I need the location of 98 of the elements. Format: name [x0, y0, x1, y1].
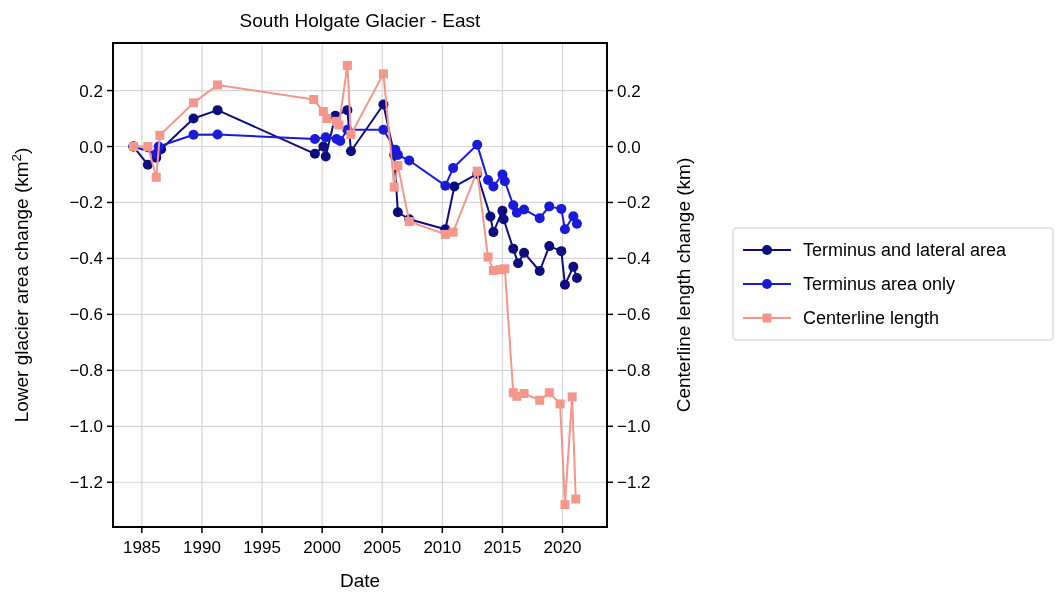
legend-label: Terminus and lateral area	[803, 240, 1008, 260]
point	[189, 98, 199, 108]
point	[500, 264, 510, 274]
point	[512, 391, 522, 401]
y-tick-label: 0.2	[79, 81, 103, 101]
point	[320, 151, 331, 162]
point	[519, 389, 529, 399]
point	[556, 203, 567, 214]
point	[488, 227, 499, 238]
point	[188, 129, 199, 140]
y2-tick-label: −1.2	[617, 473, 651, 493]
point	[483, 252, 493, 262]
point	[555, 399, 565, 409]
point	[378, 124, 389, 135]
point	[212, 105, 223, 116]
x-tick-label: 2015	[483, 538, 522, 557]
point	[309, 148, 320, 159]
y-tick-label: −0.6	[69, 305, 103, 325]
point	[188, 113, 199, 124]
legend-label: Centerline length	[803, 308, 940, 328]
point	[318, 141, 329, 152]
point	[213, 80, 223, 90]
point	[440, 229, 450, 239]
point	[559, 279, 570, 290]
x-tick-label: 2010	[423, 538, 462, 557]
point	[568, 211, 579, 222]
point	[320, 132, 331, 143]
point	[483, 175, 494, 186]
point	[322, 114, 332, 124]
point	[155, 130, 165, 140]
x-tick-label: 1985	[122, 538, 161, 557]
point	[342, 60, 352, 70]
y2-tick-label: 0.0	[617, 137, 641, 157]
point	[346, 129, 356, 139]
x-tick-label: 2020	[543, 538, 582, 557]
point	[345, 146, 356, 157]
point	[499, 176, 510, 187]
point	[151, 172, 161, 182]
x-axis-title: Date	[339, 570, 381, 591]
point	[508, 243, 519, 254]
point	[534, 213, 545, 224]
point	[556, 246, 567, 257]
point	[544, 241, 555, 252]
y2-tick-label: 0.2	[617, 81, 641, 101]
point	[513, 258, 524, 269]
point	[498, 214, 509, 225]
point	[571, 218, 582, 229]
point	[448, 227, 458, 237]
y-tick-label: −0.2	[69, 193, 103, 213]
point	[535, 395, 545, 405]
point	[485, 211, 496, 222]
point	[571, 273, 582, 284]
point	[378, 69, 388, 79]
y-tick-label: −0.4	[69, 249, 103, 269]
chart-title: South Holgate Glacier - East	[239, 10, 482, 31]
point	[567, 392, 577, 402]
point	[309, 95, 319, 105]
point	[559, 224, 570, 235]
point	[519, 247, 530, 258]
point	[544, 201, 555, 212]
point	[335, 135, 346, 146]
y-tick-label: 0.0	[79, 137, 103, 157]
point	[544, 388, 554, 398]
point	[212, 129, 223, 140]
y2-tick-label: −0.6	[617, 305, 651, 325]
point	[448, 163, 459, 174]
point	[393, 161, 403, 171]
y2-axis-title: Centerline length change (km)	[673, 157, 694, 413]
point	[404, 155, 415, 166]
point	[142, 159, 153, 170]
point	[449, 181, 460, 192]
y2-tick-label: −0.4	[617, 249, 651, 269]
point	[392, 207, 403, 218]
x-tick-label: 2000	[303, 538, 342, 557]
point	[472, 139, 483, 150]
point	[534, 266, 545, 277]
y2-tick-label: −1.0	[617, 417, 651, 437]
legend-label: Terminus area only	[803, 274, 956, 294]
point	[440, 180, 451, 191]
point	[560, 500, 570, 510]
point	[568, 261, 579, 272]
y-tick-label: −0.8	[69, 361, 103, 381]
point	[334, 120, 344, 130]
y-tick-label: −1.0	[69, 417, 103, 437]
point	[488, 181, 499, 192]
point	[143, 142, 153, 152]
point	[519, 204, 530, 215]
y2-tick-label: −0.8	[617, 361, 651, 381]
point	[309, 133, 320, 144]
point	[389, 182, 399, 192]
y2-tick-label: −0.2	[617, 193, 651, 213]
y-tick-label: −1.2	[69, 473, 103, 493]
x-tick-label: 1990	[183, 538, 221, 557]
x-tick-label: 2005	[363, 538, 402, 557]
point	[571, 494, 581, 504]
point	[508, 200, 519, 211]
x-tick-label: 1995	[243, 538, 281, 557]
point	[497, 205, 508, 216]
